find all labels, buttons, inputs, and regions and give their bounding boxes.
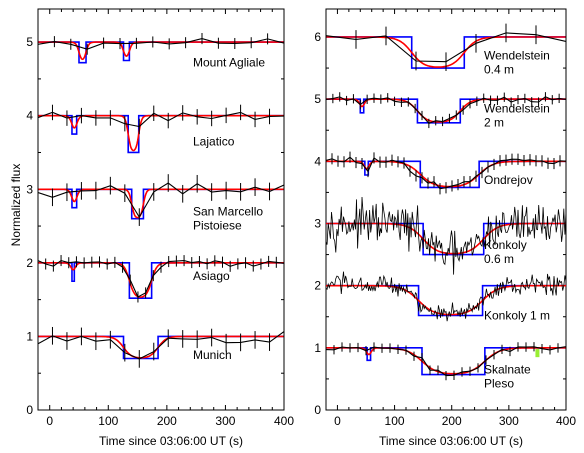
observatory-label: Pleso [484, 377, 514, 391]
observatory-label: Konkoly [484, 238, 527, 252]
y-tick-label: 5 [26, 35, 33, 49]
plot-area [38, 33, 284, 368]
data-line [326, 96, 566, 125]
x-tick-label: 0 [46, 414, 53, 428]
observatory-label: Wendelstein [484, 101, 550, 115]
step-model-line [326, 222, 566, 256]
data-line [38, 182, 284, 219]
x-tick-label: 300 [215, 414, 235, 428]
data-line [38, 331, 284, 360]
observatory-label: Ondrejov [484, 173, 533, 187]
y-tick-label: 4 [26, 109, 33, 123]
observatory-label: Skalnate [484, 363, 531, 377]
y-tick-label: 2 [26, 256, 33, 270]
y-tick-label: 1 [26, 329, 33, 343]
data-line [38, 111, 284, 128]
x-tick-label: 0 [334, 414, 341, 428]
y-tick-label: 5 [314, 92, 321, 106]
step-model-line [38, 114, 284, 154]
plot-frame [37, 8, 285, 411]
plot-frame [325, 8, 567, 411]
step-model-line [326, 36, 566, 69]
y-tick-label: 3 [26, 182, 33, 196]
left-panel: 0 100 200 300 400 0 1 2 3 4 5 Mount Agliale Lajatico… [26, 8, 294, 428]
plot-area [326, 23, 566, 381]
x-tick-label: 200 [157, 414, 177, 428]
observatory-label: Konkoly 1 m [484, 309, 550, 323]
x-axis-title-right: Time since 03:06:00 UT (s) [379, 434, 523, 448]
y-axis-title: Normalized flux [9, 164, 23, 247]
x-tick-label: 300 [499, 414, 519, 428]
x-tick-label: 200 [442, 414, 462, 428]
x-tick-label: 100 [385, 414, 405, 428]
y-tick-label: 6 [314, 30, 321, 44]
smooth-model-line [38, 114, 284, 152]
x-axis-title-left: Time since 03:06:00 UT (s) [99, 434, 243, 448]
smooth-model-line [326, 222, 566, 255]
observatory-label: Wendelstein [484, 49, 550, 63]
observatory-label: Pistoiese [193, 218, 242, 232]
data-line [326, 271, 566, 322]
y-tick-label: 4 [314, 154, 321, 168]
x-tick-label: 400 [556, 414, 576, 428]
data-line [38, 38, 284, 50]
observatory-label: Munich [193, 348, 232, 362]
y-tick-label: 1 [314, 341, 321, 355]
y-tick-label: 3 [314, 216, 321, 230]
smooth-model-line [38, 188, 284, 219]
y-tick-label: 0 [314, 403, 321, 417]
y-tick-label: 0 [26, 403, 33, 417]
x-tick-label: 400 [274, 414, 294, 428]
observatory-label: 0.6 m [484, 252, 514, 266]
observatory-label: 2 m [484, 115, 504, 129]
data-line [326, 196, 566, 275]
observatory-label: San Marcello [193, 204, 263, 218]
x-tick-label: 100 [98, 414, 118, 428]
observatory-label: Mount Agliale [193, 56, 265, 70]
observatory-label: Asiago [193, 269, 230, 283]
observatory-label: 0.4 m [484, 63, 514, 77]
step-model-line [38, 335, 284, 360]
y-tick-label: 2 [314, 279, 321, 293]
smooth-model-line [38, 41, 284, 61]
observatory-label: Lajatico [193, 134, 235, 148]
smooth-model-line [38, 335, 284, 359]
